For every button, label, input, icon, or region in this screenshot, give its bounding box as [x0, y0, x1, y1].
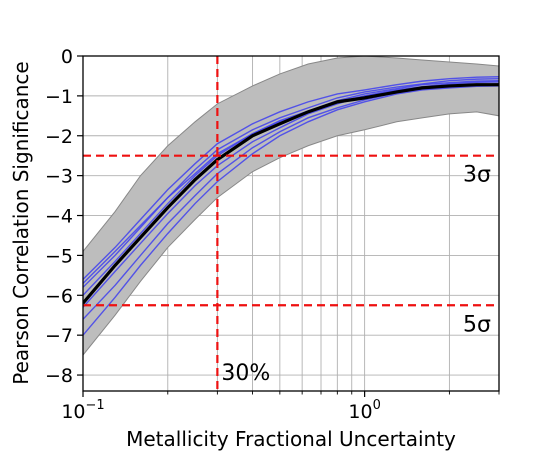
reference-lines: [83, 56, 499, 391]
reference-labels: 3σ 5σ 30%: [221, 163, 491, 386]
y-tick-label: −2: [45, 126, 73, 148]
realization-line-6: [83, 85, 499, 336]
x-tick-label: 10−1: [61, 398, 104, 423]
y-tick-label: −6: [45, 285, 73, 307]
x-axis-label: Metallicity Fractional Uncertainty: [126, 427, 456, 451]
mean-line: [83, 83, 499, 305]
reference-label-0: 3σ: [463, 163, 491, 188]
reference-label-1: 5σ: [463, 312, 491, 337]
y-tick-label: −1: [45, 86, 73, 108]
reference-label-vertical-0: 30%: [221, 361, 270, 386]
y-tick-label: −7: [45, 325, 73, 347]
confidence-band-layer: [83, 56, 499, 356]
y-tick-label: 0: [61, 46, 73, 68]
x-tick-label: 100: [348, 398, 380, 423]
confidence-band: [83, 56, 499, 356]
y-tick-label: −8: [45, 365, 73, 387]
series-layer: [83, 76, 499, 336]
y-tick-label: −5: [45, 245, 73, 267]
y-tick-label: −3: [45, 166, 73, 188]
realization-line-1: [83, 76, 499, 280]
y-axis-label: Pearson Correlation Significance: [9, 61, 33, 384]
plot-frame: [82, 55, 500, 392]
realization-line-3: [83, 80, 499, 296]
ticks: 0 −1 −2 −3 −4 −5 −6 −7 −8 10−1 100: [45, 46, 500, 423]
y-tick-label: −4: [45, 206, 73, 228]
